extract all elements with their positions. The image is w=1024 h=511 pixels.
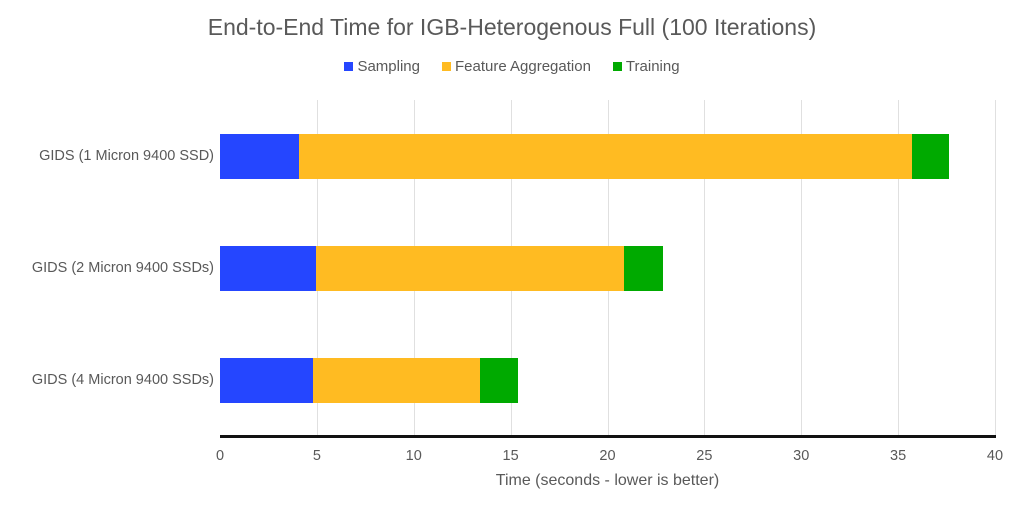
- x-tick-label: 25: [696, 448, 713, 464]
- x-tick-label: 30: [793, 448, 810, 464]
- legend-swatch-sampling: [344, 62, 354, 71]
- x-axis-label: Time (seconds - lower is better): [495, 472, 720, 489]
- chart-title: End-to-End Time for IGB-Heterogenous Ful…: [207, 14, 817, 40]
- bar-segment-feature-aggregation: [313, 358, 480, 403]
- bar-segment-feature-aggregation: [315, 246, 624, 291]
- category-label: GIDS (4 Micron 9400 SSDs): [31, 372, 214, 388]
- gridline: [898, 100, 900, 437]
- bar-segment-training: [911, 134, 949, 179]
- x-tick-label: 40: [986, 448, 1004, 464]
- legend-item-feature-aggregation: Feature Aggregation: [441, 58, 591, 75]
- bar-segment-sampling: [220, 134, 300, 179]
- bar-segment-sampling: [220, 246, 316, 291]
- x-tick-label: 35: [890, 448, 907, 464]
- bar-segment-feature-aggregation: [299, 134, 912, 179]
- x-tick-label: 15: [502, 448, 519, 464]
- legend-swatch-feature-aggregation: [441, 62, 451, 71]
- gridline: [801, 100, 803, 437]
- bar-row: [220, 134, 949, 179]
- bar-row: [220, 246, 663, 291]
- category-label: GIDS (2 Micron 9400 SSDs): [31, 260, 214, 276]
- legend-label: Sampling: [357, 58, 420, 75]
- x-tick-label: 10: [405, 448, 422, 464]
- legend-swatch-training: [612, 62, 622, 71]
- legend-item-training: Training: [612, 58, 680, 75]
- legend: Sampling Feature Aggregation Training: [0, 58, 1024, 75]
- gridline: [704, 100, 706, 437]
- x-tick-label: 0: [215, 448, 225, 464]
- x-axis-line: [220, 435, 996, 438]
- legend-label: Training: [625, 58, 680, 75]
- x-tick-label: 20: [599, 448, 616, 464]
- bar-segment-sampling: [220, 358, 313, 403]
- bar-segment-training: [479, 358, 519, 403]
- plot-area: [220, 100, 996, 437]
- legend-item-sampling: Sampling: [344, 58, 420, 75]
- x-tick-label: 5: [312, 448, 321, 464]
- category-label: GIDS (1 Micron 9400 SSD): [39, 148, 214, 164]
- bar-segment-training: [623, 246, 663, 291]
- bar-row: [220, 358, 519, 403]
- gridline: [995, 100, 996, 437]
- legend-label: Feature Aggregation: [454, 58, 591, 75]
